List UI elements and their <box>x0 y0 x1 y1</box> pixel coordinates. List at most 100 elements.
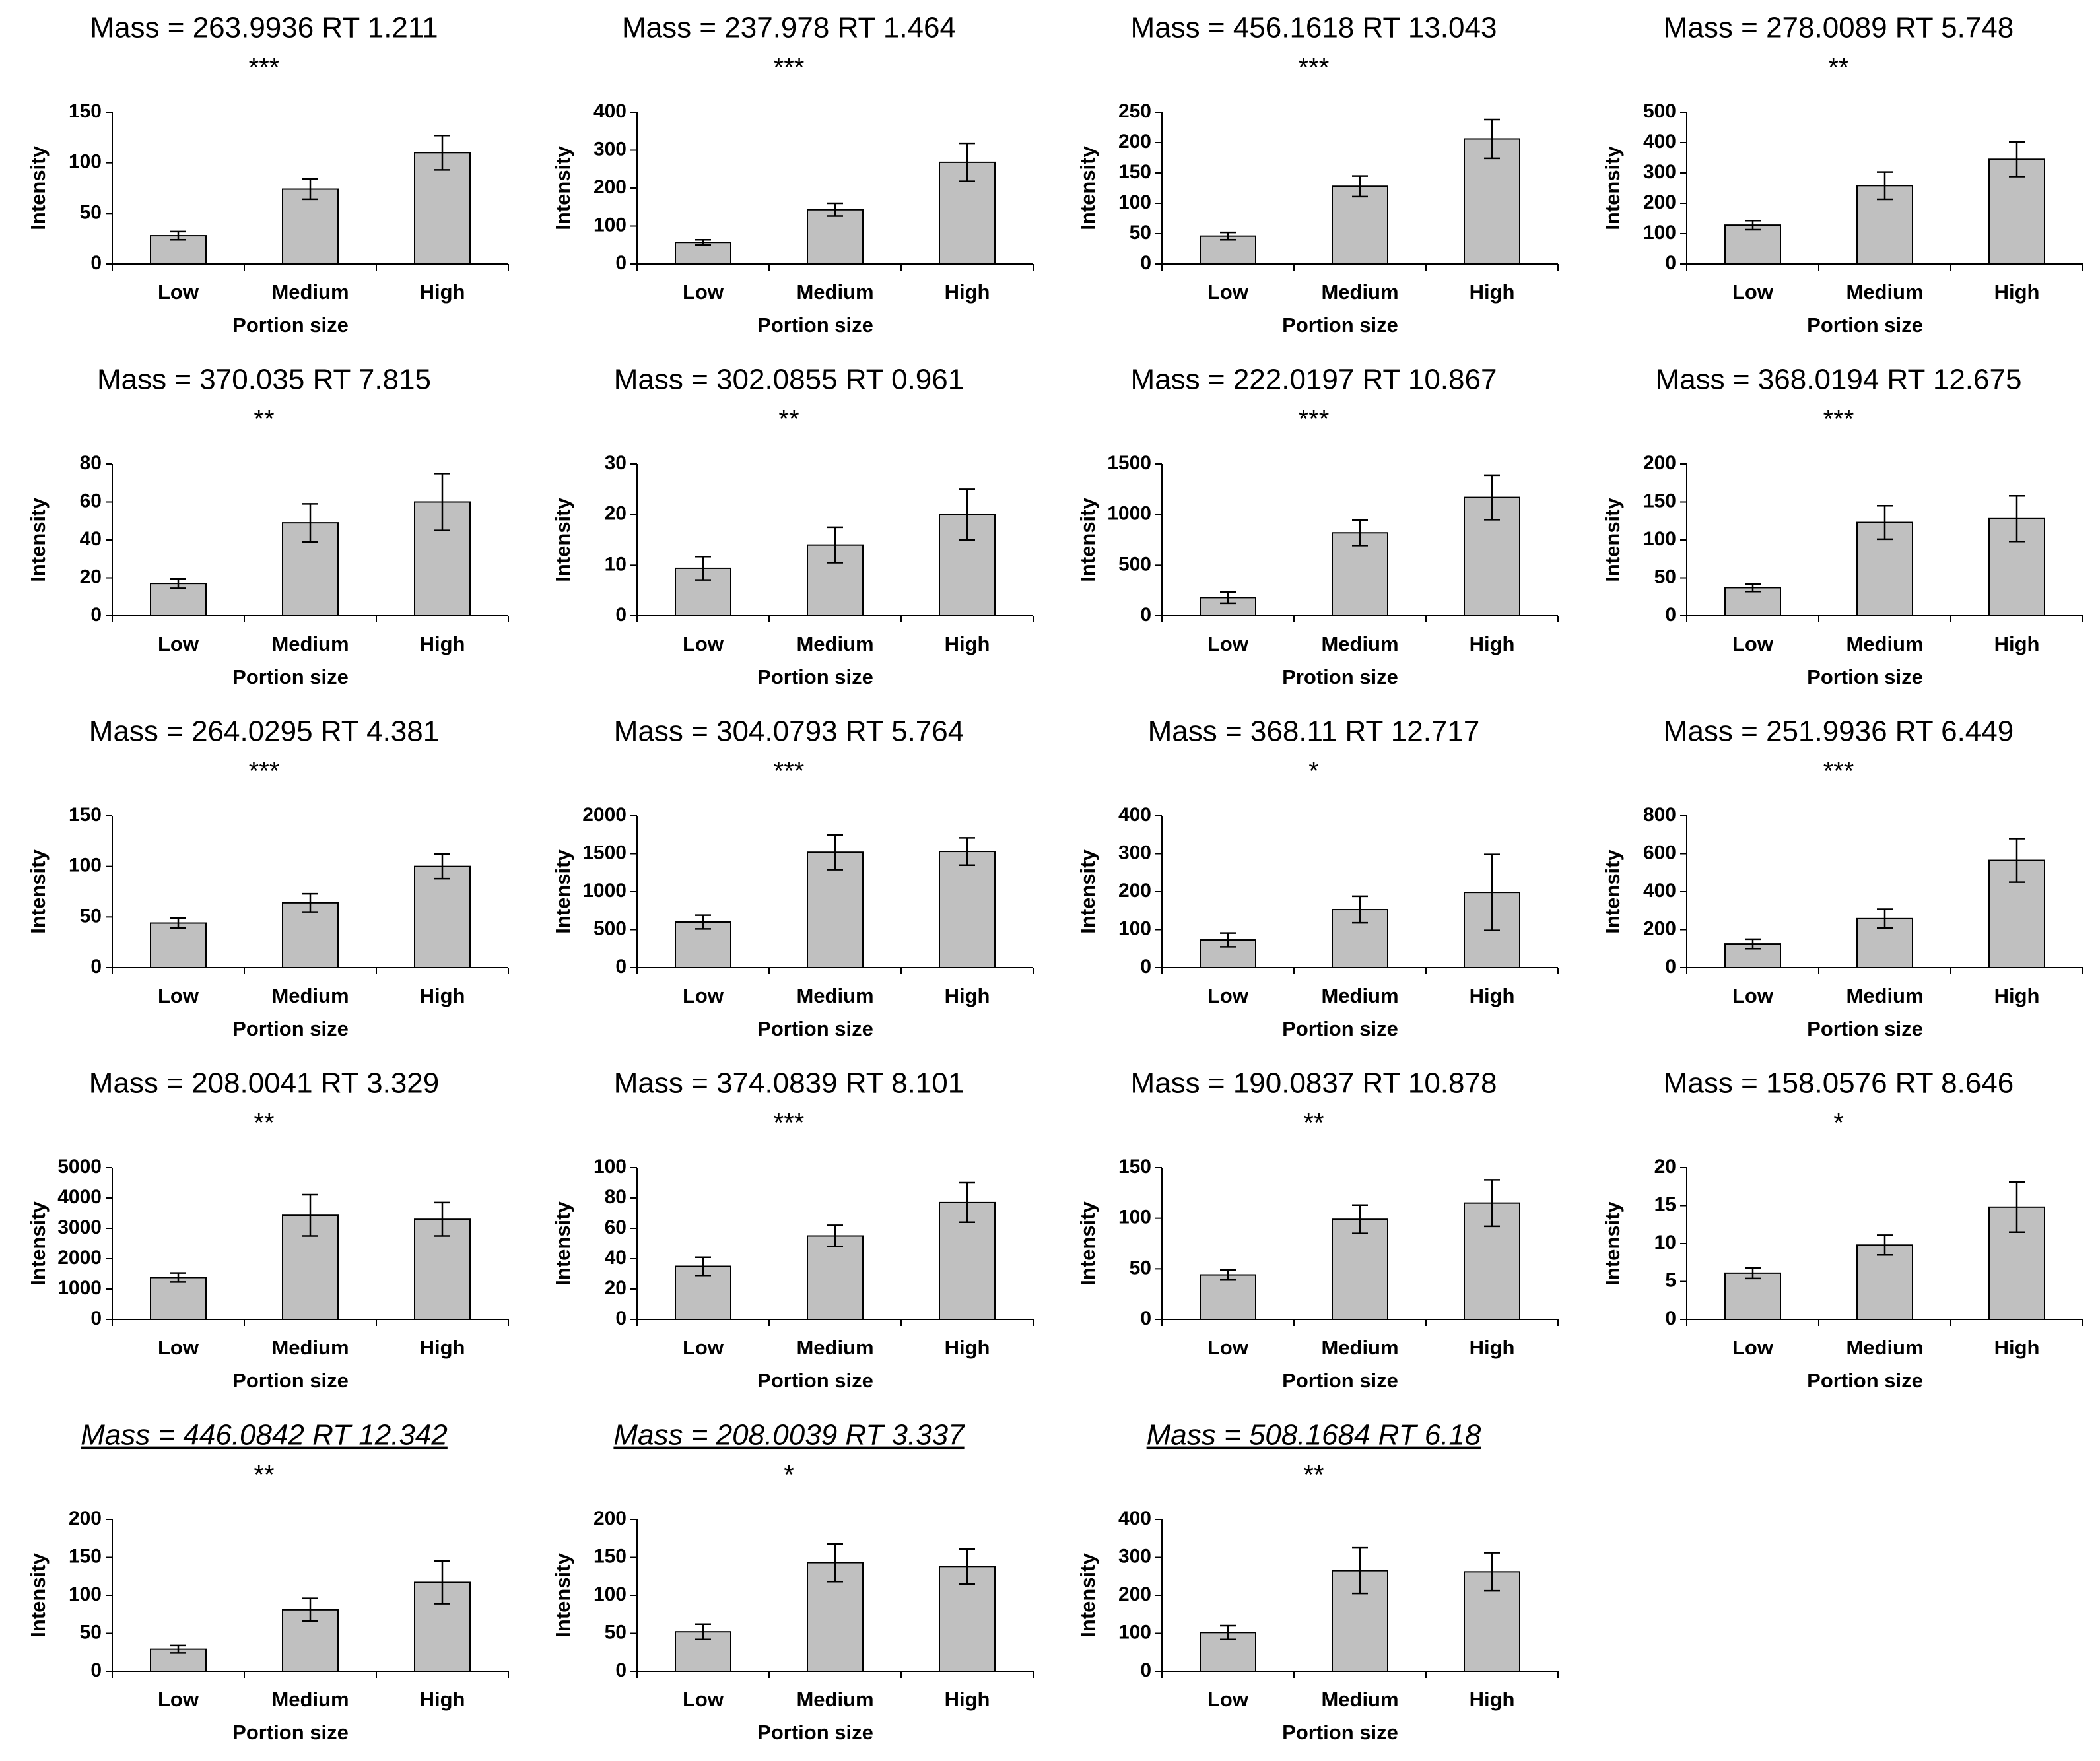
x-tick-label: Low <box>1207 1336 1249 1359</box>
significance: *** <box>1823 757 1854 786</box>
x-tick-label: Medium <box>271 1336 349 1359</box>
error-bar <box>2009 495 2025 543</box>
error-bar <box>1220 1624 1236 1640</box>
y-tick-label: 0 <box>1140 1659 1151 1681</box>
y-tick-label: 100 <box>1643 528 1676 550</box>
x-tick-label: Low <box>158 1336 199 1359</box>
error-bar <box>959 1181 975 1224</box>
y-tick-label: 300 <box>1643 161 1676 183</box>
error-bar <box>695 238 711 246</box>
y-tick-label: 50 <box>605 1621 627 1643</box>
bar <box>807 851 864 968</box>
x-axis-label: Portion size <box>757 665 873 688</box>
y-axis-label: Intensity <box>26 1553 50 1638</box>
significance: ** <box>254 1109 274 1138</box>
x-tick-label: Low <box>158 1688 199 1711</box>
error-bar <box>959 488 975 541</box>
x-axis-label: Portion size <box>757 1721 873 1744</box>
chart-title: Mass = 264.0295 RT 4.381 <box>89 715 439 748</box>
chart-title: Mass = 304.0793 RT 5.764 <box>614 715 964 748</box>
y-tick-label: 200 <box>1643 452 1676 474</box>
error-bar <box>1352 519 1368 547</box>
x-tick-label: Medium <box>796 1688 873 1711</box>
y-axis-label: Intensity <box>551 849 574 934</box>
bar <box>675 921 731 968</box>
x-tick-label: Low <box>158 632 199 655</box>
error-bar <box>959 1548 975 1585</box>
y-tick-label: 0 <box>615 1308 627 1329</box>
y-axis-label: Intensity <box>1076 498 1099 582</box>
y-tick-label: 1500 <box>582 842 627 863</box>
x-axis-label: Portion size <box>1282 1017 1398 1040</box>
y-tick-label: 100 <box>69 151 102 173</box>
x-tick-label: Medium <box>1846 1336 1923 1359</box>
x-tick-label: Medium <box>1846 984 1923 1007</box>
y-tick-label: 0 <box>1665 604 1676 626</box>
error-bar <box>302 178 318 201</box>
bar <box>1724 224 1781 265</box>
error-bar <box>1352 1204 1368 1234</box>
error-bar <box>434 1201 450 1237</box>
error-bar <box>1877 908 1893 929</box>
error-bar <box>170 578 186 589</box>
x-tick-label: High <box>420 281 465 304</box>
significance: ** <box>1828 53 1848 83</box>
x-axis-label: Protion size <box>1282 665 1398 688</box>
y-tick-label: 600 <box>1643 842 1676 863</box>
error-bar <box>1877 505 1893 541</box>
x-tick-label: Medium <box>271 632 349 655</box>
x-tick-label: High <box>1994 1336 2040 1359</box>
error-bar <box>434 473 450 531</box>
y-axis-label: Intensity <box>26 1201 50 1286</box>
y-tick-label: 0 <box>615 956 627 978</box>
x-tick-label: Medium <box>1846 632 1923 655</box>
error-bar <box>1877 1234 1893 1256</box>
y-tick-label: 0 <box>1665 252 1676 274</box>
y-tick-label: 50 <box>1130 1257 1151 1279</box>
y-axis-label: Intensity <box>551 146 574 230</box>
significance: *** <box>1299 53 1330 83</box>
error-bar <box>1484 118 1500 160</box>
x-tick-label: Medium <box>1321 1336 1398 1359</box>
y-axis-label: Intensity <box>1601 1201 1624 1286</box>
y-tick-label: 50 <box>80 905 102 927</box>
bar <box>675 242 731 265</box>
y-axis-label: Intensity <box>1601 849 1624 934</box>
bar <box>1200 235 1256 265</box>
error-bar <box>1220 231 1236 241</box>
y-tick-label: 40 <box>80 528 102 550</box>
x-axis-label: Portion size <box>1807 1017 1923 1040</box>
y-axis-label: Intensity <box>26 146 50 230</box>
y-tick-label: 0 <box>1140 252 1151 274</box>
error-bar <box>827 1543 843 1583</box>
y-tick-label: 20 <box>80 566 102 587</box>
x-tick-label: Medium <box>796 281 873 304</box>
y-tick-label: 200 <box>69 1508 102 1529</box>
error-bar <box>170 1644 186 1654</box>
chart-title: Mass = 237.978 RT 1.464 <box>622 12 956 44</box>
y-axis-label: Intensity <box>551 1553 574 1638</box>
y-tick-label: 60 <box>605 1216 627 1238</box>
y-tick-label: 5 <box>1665 1269 1676 1291</box>
x-tick-label: High <box>945 1336 990 1359</box>
error-bar <box>1484 1552 1500 1592</box>
x-tick-label: High <box>1994 281 2040 304</box>
error-bar <box>1745 583 1761 593</box>
significance: *** <box>774 53 805 83</box>
y-axis-label: Intensity <box>1601 498 1624 582</box>
x-axis-label: Portion size <box>1282 314 1398 337</box>
chart-title: Mass = 374.0839 RT 8.101 <box>614 1067 964 1100</box>
y-tick-label: 0 <box>90 252 102 274</box>
bar <box>939 851 996 969</box>
chart-title: Mass = 222.0197 RT 10.867 <box>1131 364 1497 396</box>
significance: ** <box>1303 1109 1324 1138</box>
x-tick-label: High <box>945 1688 990 1711</box>
chart-title: Mass = 456.1618 RT 13.043 <box>1131 12 1497 44</box>
chart-title: Mass = 370.035 RT 7.815 <box>97 364 431 396</box>
y-tick-label: 100 <box>69 1583 102 1605</box>
y-tick-label: 1500 <box>1107 452 1151 474</box>
x-axis-label: Portion size <box>232 314 349 337</box>
x-tick-label: Low <box>683 1688 724 1711</box>
x-axis-label: Portion size <box>757 314 873 337</box>
x-tick-label: High <box>1470 984 1515 1007</box>
